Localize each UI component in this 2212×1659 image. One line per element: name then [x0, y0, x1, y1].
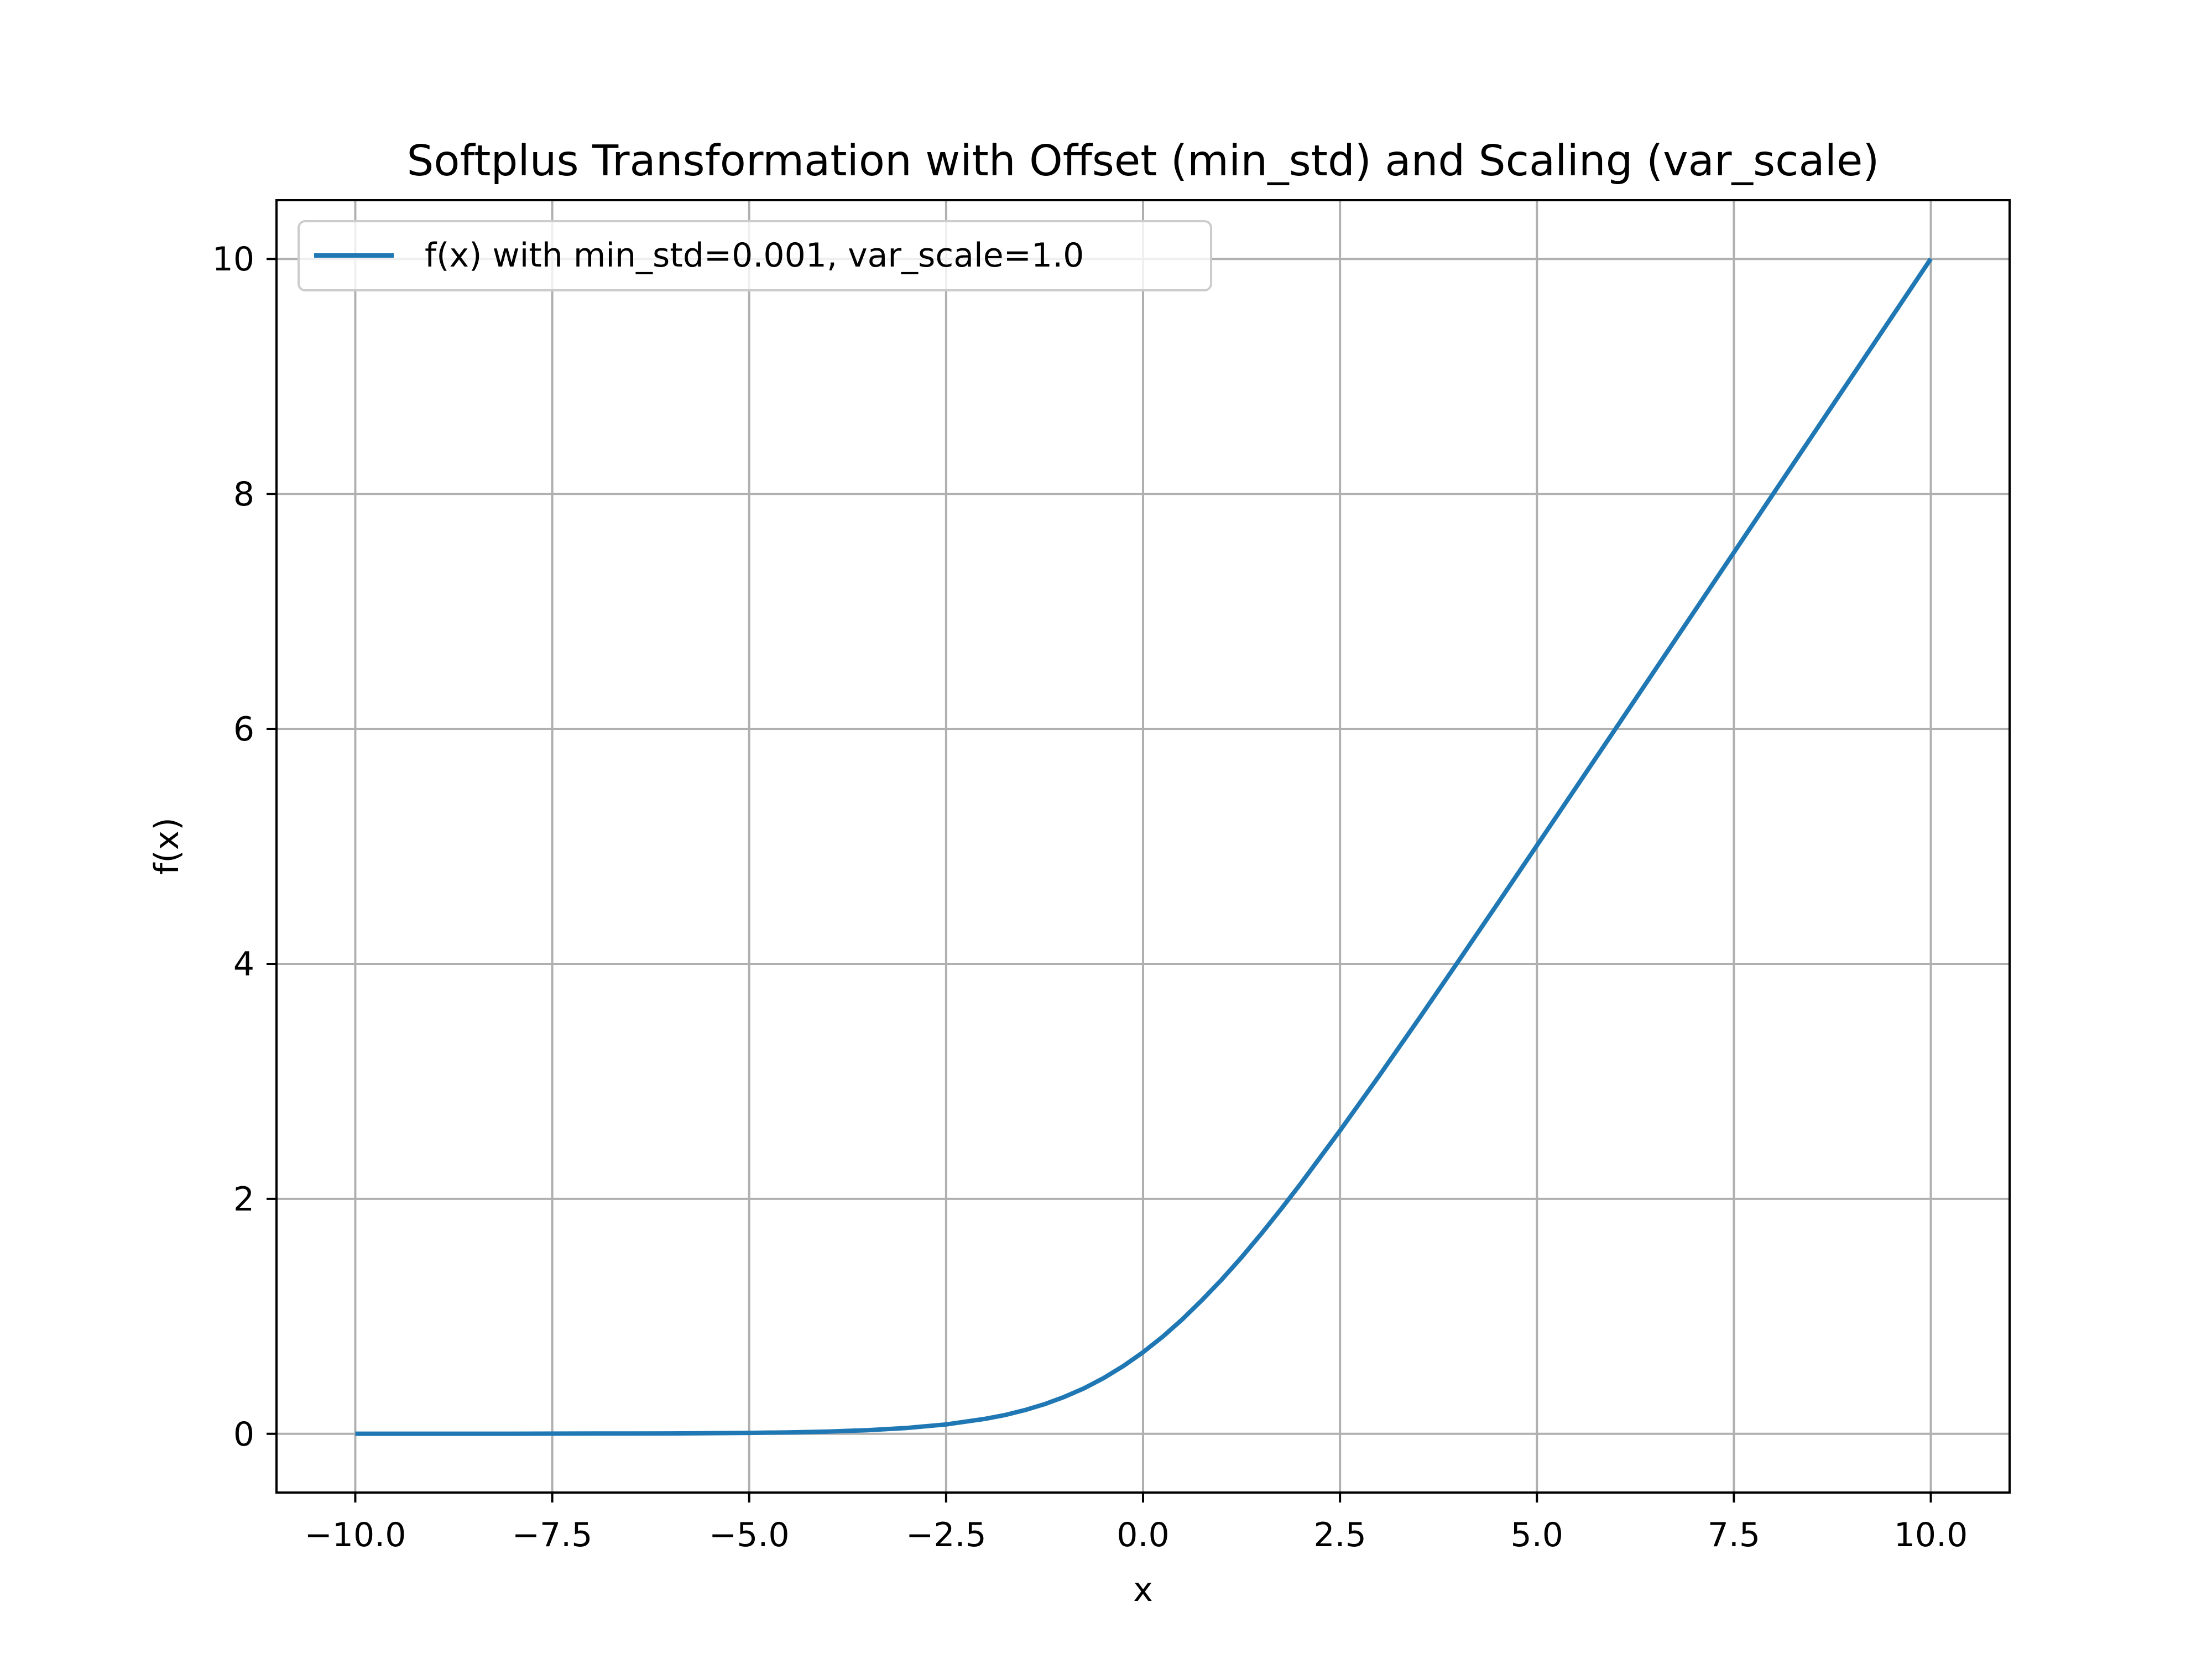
x-tick-label: −10.0 — [305, 1516, 406, 1554]
y-tick-label: 2 — [233, 1180, 254, 1219]
x-axis-label: x — [1133, 1571, 1153, 1609]
y-axis-label: f(x) — [148, 817, 186, 874]
y-tick-label: 8 — [233, 475, 254, 514]
chart-title: Softplus Transformation with Offset (min… — [407, 137, 1880, 186]
legend-box — [298, 220, 1212, 291]
y-tick-label: 10 — [212, 240, 254, 279]
x-tick-label: −7.5 — [512, 1516, 593, 1554]
x-tick-label: −5.0 — [709, 1516, 790, 1554]
series-line — [355, 257, 1933, 1436]
y-tick-label: 6 — [233, 710, 254, 749]
x-tick-label: 0.0 — [1117, 1516, 1169, 1554]
x-axis-ticks: −10.0 −7.5 −5.0 −2.5 0.0 2.5 5.0 7.5 10.0 — [305, 1493, 1968, 1554]
legend-label: f(x) with min_std=0.001, var_scale=1.0 — [425, 236, 1084, 275]
x-tick-label: 10.0 — [1894, 1516, 1968, 1554]
x-tick-label: 5.0 — [1511, 1516, 1563, 1554]
x-tick-label: −2.5 — [906, 1516, 987, 1554]
series-layer — [355, 257, 1933, 1436]
legend: f(x) with min_std=0.001, var_scale=1.0 — [298, 220, 1212, 291]
y-axis-ticks: 0 2 4 6 8 10 — [212, 240, 276, 1454]
x-tick-label: 2.5 — [1313, 1516, 1366, 1554]
y-tick-label: 0 — [233, 1415, 254, 1454]
x-tick-label: 7.5 — [1708, 1516, 1760, 1554]
y-tick-label: 4 — [233, 945, 254, 984]
